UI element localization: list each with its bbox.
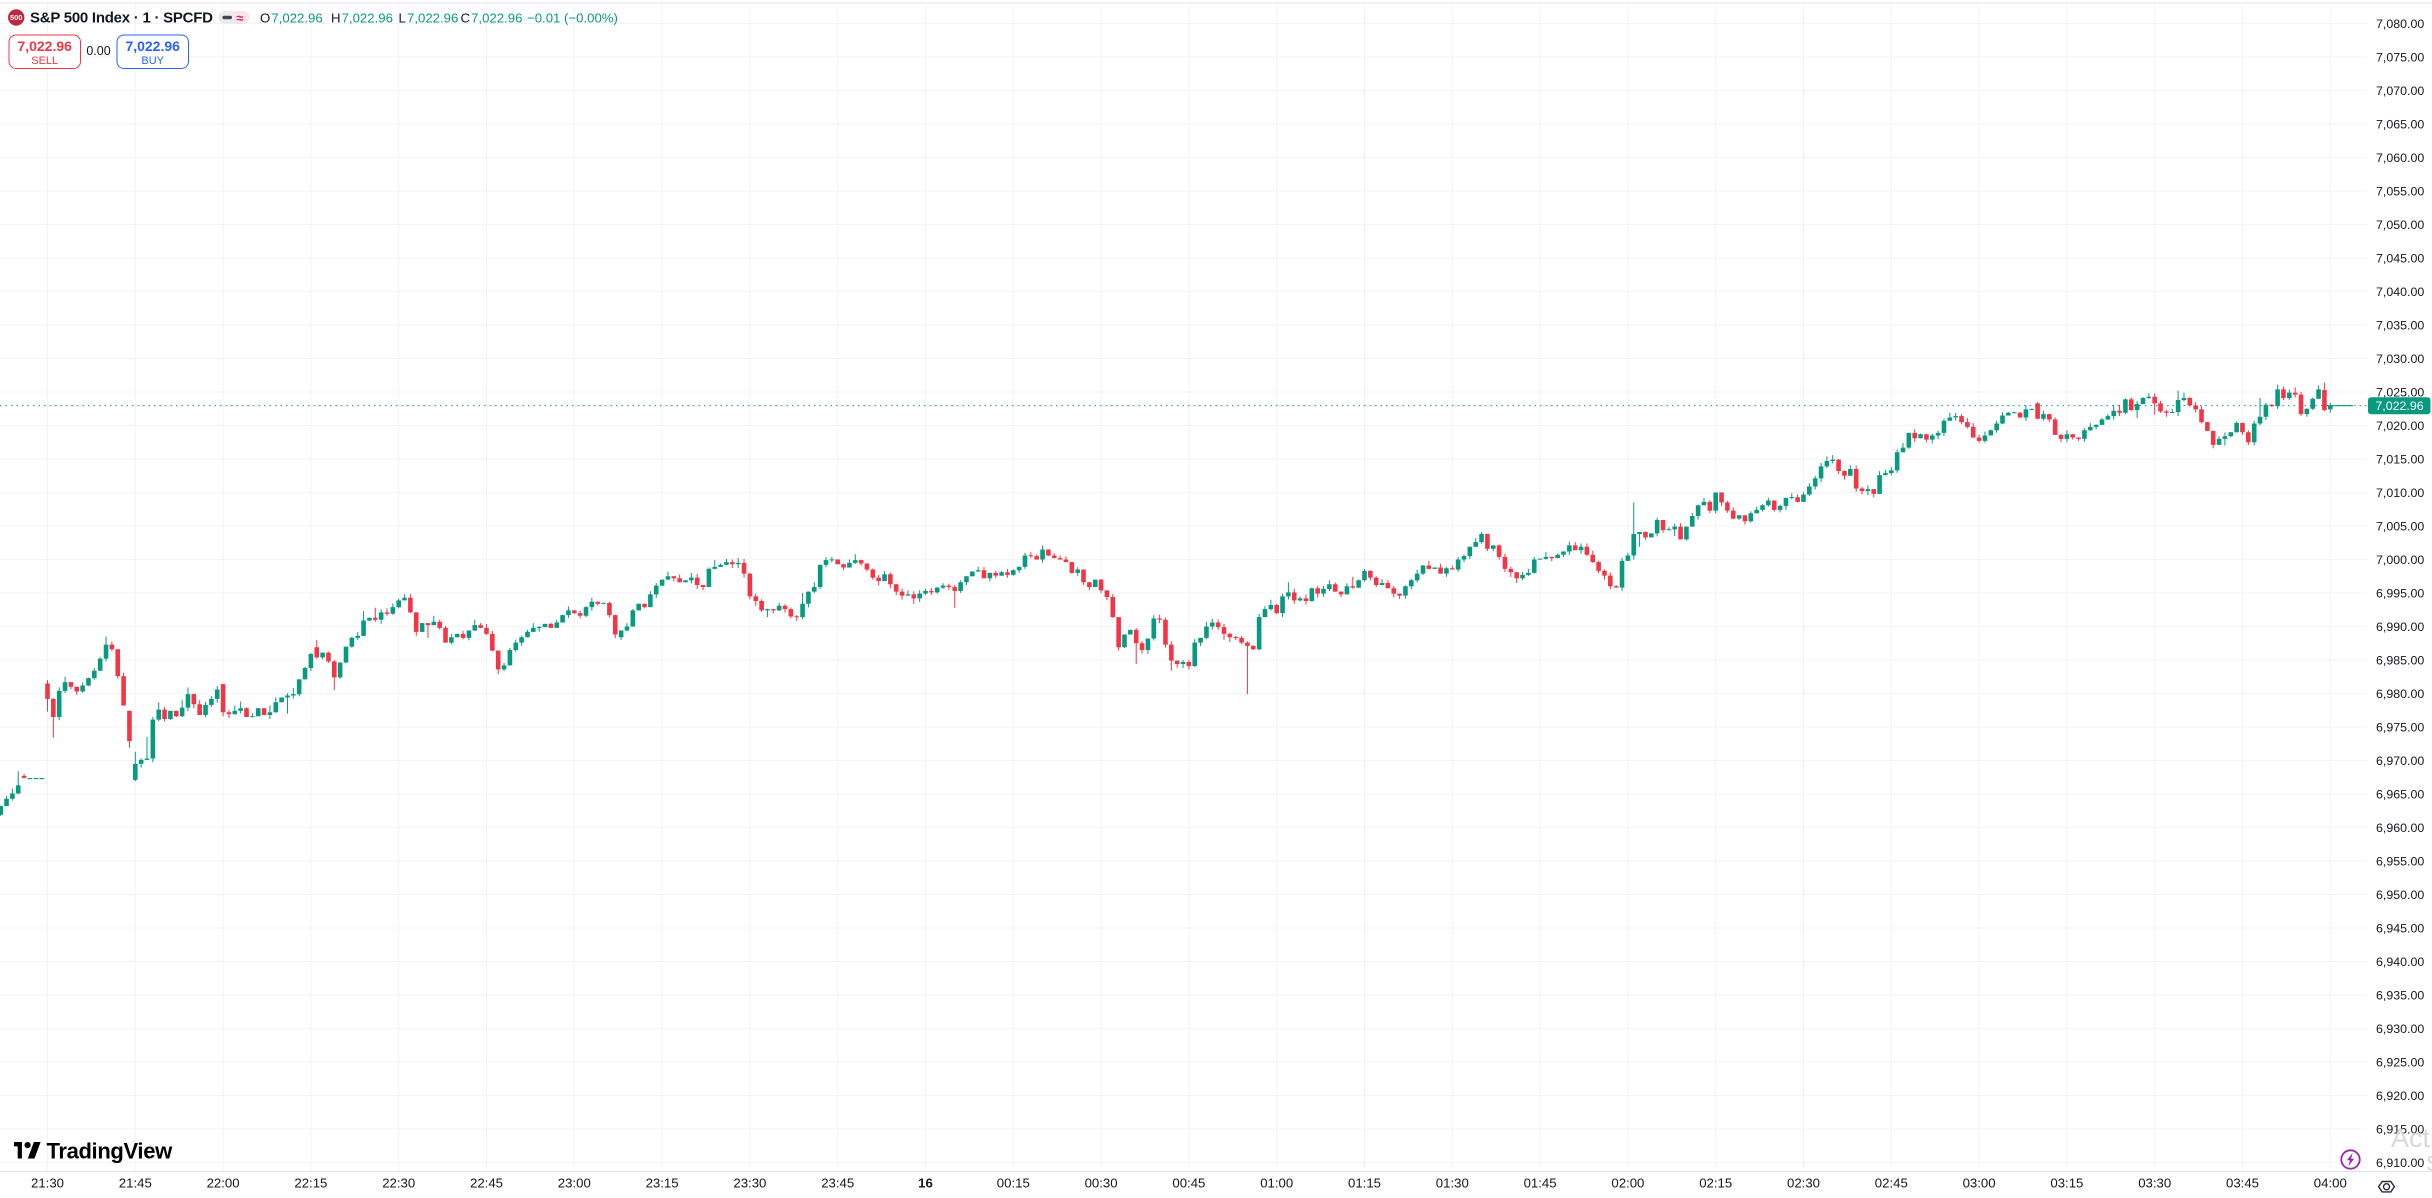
svg-text:SELL: SELL [31,55,58,67]
svg-text:7,040.00: 7,040.00 [2376,285,2424,299]
svg-text:22:45: 22:45 [470,1176,503,1191]
svg-text:03:30: 03:30 [2138,1176,2171,1191]
svg-text:22:30: 22:30 [382,1176,415,1191]
svg-text:6,950.00: 6,950.00 [2376,888,2424,902]
svg-text:6,960.00: 6,960.00 [2376,821,2424,835]
svg-text:03:15: 03:15 [2050,1176,2083,1191]
svg-text:O: O [260,11,270,26]
svg-text:C: C [461,11,471,26]
svg-text:6,915.00: 6,915.00 [2376,1122,2424,1136]
svg-text:6,975.00: 6,975.00 [2376,720,2424,734]
svg-text:7,022.96: 7,022.96 [125,38,180,54]
svg-text:7,065.00: 7,065.00 [2376,117,2424,131]
svg-text:7,022.96: 7,022.96 [471,11,522,26]
svg-text:23:30: 23:30 [733,1176,766,1191]
svg-text:23:45: 23:45 [821,1176,854,1191]
svg-text:7,025.00: 7,025.00 [2376,385,2424,399]
svg-text:7,080.00: 7,080.00 [2376,17,2424,31]
svg-text:00:30: 00:30 [1085,1176,1118,1191]
svg-text:L: L [399,11,406,26]
svg-text:6,910.00: 6,910.00 [2376,1156,2424,1170]
svg-text:7,070.00: 7,070.00 [2376,84,2424,98]
svg-text:7,022.96: 7,022.96 [342,11,393,26]
svg-text:6,980.00: 6,980.00 [2376,687,2424,701]
svg-text:S: S [2426,1151,2432,1176]
svg-text:21:30: 21:30 [31,1176,64,1191]
svg-text:6,935.00: 6,935.00 [2376,988,2424,1002]
svg-text:7,010.00: 7,010.00 [2376,486,2424,500]
svg-text:7,022.96: 7,022.96 [407,11,458,26]
svg-text:03:45: 03:45 [2226,1176,2259,1191]
svg-text:7,055.00: 7,055.00 [2376,184,2424,198]
svg-text:Activ: Activ [2391,1123,2432,1153]
svg-text:04:00: 04:00 [2314,1176,2347,1191]
svg-text:6,955.00: 6,955.00 [2376,854,2424,868]
svg-text:7,005.00: 7,005.00 [2376,519,2424,533]
svg-text:01:00: 01:00 [1260,1176,1293,1191]
svg-text:500: 500 [10,13,22,22]
svg-text:6,985.00: 6,985.00 [2376,653,2424,667]
svg-text:7,022.96: 7,022.96 [17,38,72,54]
svg-text:7,030.00: 7,030.00 [2376,352,2424,366]
svg-text:16: 16 [918,1176,933,1191]
svg-text:6,970.00: 6,970.00 [2376,754,2424,768]
svg-text:≈: ≈ [236,10,243,25]
svg-text:TradingView: TradingView [47,1139,174,1164]
svg-text:22:00: 22:00 [207,1176,240,1191]
svg-text:7,000.00: 7,000.00 [2376,553,2424,567]
svg-text:00:15: 00:15 [997,1176,1030,1191]
svg-text:7,022.96: 7,022.96 [271,11,322,26]
svg-text:−0.01 (−0.00%): −0.01 (−0.00%) [527,11,618,26]
svg-text:23:15: 23:15 [646,1176,679,1191]
svg-text:03:00: 03:00 [1963,1176,1996,1191]
svg-text:23:00: 23:00 [558,1176,591,1191]
svg-text:6,945.00: 6,945.00 [2376,921,2424,935]
svg-text:01:30: 01:30 [1436,1176,1469,1191]
svg-text:6,920.00: 6,920.00 [2376,1089,2424,1103]
svg-text:02:45: 02:45 [1875,1176,1908,1191]
svg-text:7,045.00: 7,045.00 [2376,251,2424,265]
svg-text:02:00: 02:00 [1611,1176,1644,1191]
svg-text:6,990.00: 6,990.00 [2376,620,2424,634]
svg-text:H: H [331,11,341,26]
svg-text:02:30: 02:30 [1787,1176,1820,1191]
svg-text:S&P 500 Index · 1 · SPCFD: S&P 500 Index · 1 · SPCFD [30,10,213,27]
svg-text:00:45: 00:45 [1172,1176,1205,1191]
svg-text:22:15: 22:15 [294,1176,327,1191]
svg-text:0.00: 0.00 [86,44,110,58]
svg-text:7,020.00: 7,020.00 [2376,419,2424,433]
svg-text:02:15: 02:15 [1699,1176,1732,1191]
svg-text:7,050.00: 7,050.00 [2376,218,2424,232]
svg-text:6,930.00: 6,930.00 [2376,1022,2424,1036]
svg-text:7,015.00: 7,015.00 [2376,452,2424,466]
svg-text:BUY: BUY [141,55,164,67]
svg-text:6,925.00: 6,925.00 [2376,1055,2424,1069]
svg-text:01:15: 01:15 [1348,1176,1381,1191]
svg-text:7,035.00: 7,035.00 [2376,318,2424,332]
svg-text:7,075.00: 7,075.00 [2376,50,2424,64]
svg-text:7,060.00: 7,060.00 [2376,151,2424,165]
svg-text:01:45: 01:45 [1524,1176,1557,1191]
svg-text:21:45: 21:45 [119,1176,152,1191]
svg-text:6,995.00: 6,995.00 [2376,586,2424,600]
svg-text:7,022.96: 7,022.96 [2375,399,2423,413]
svg-text:6,965.00: 6,965.00 [2376,787,2424,801]
svg-text:6,940.00: 6,940.00 [2376,955,2424,969]
